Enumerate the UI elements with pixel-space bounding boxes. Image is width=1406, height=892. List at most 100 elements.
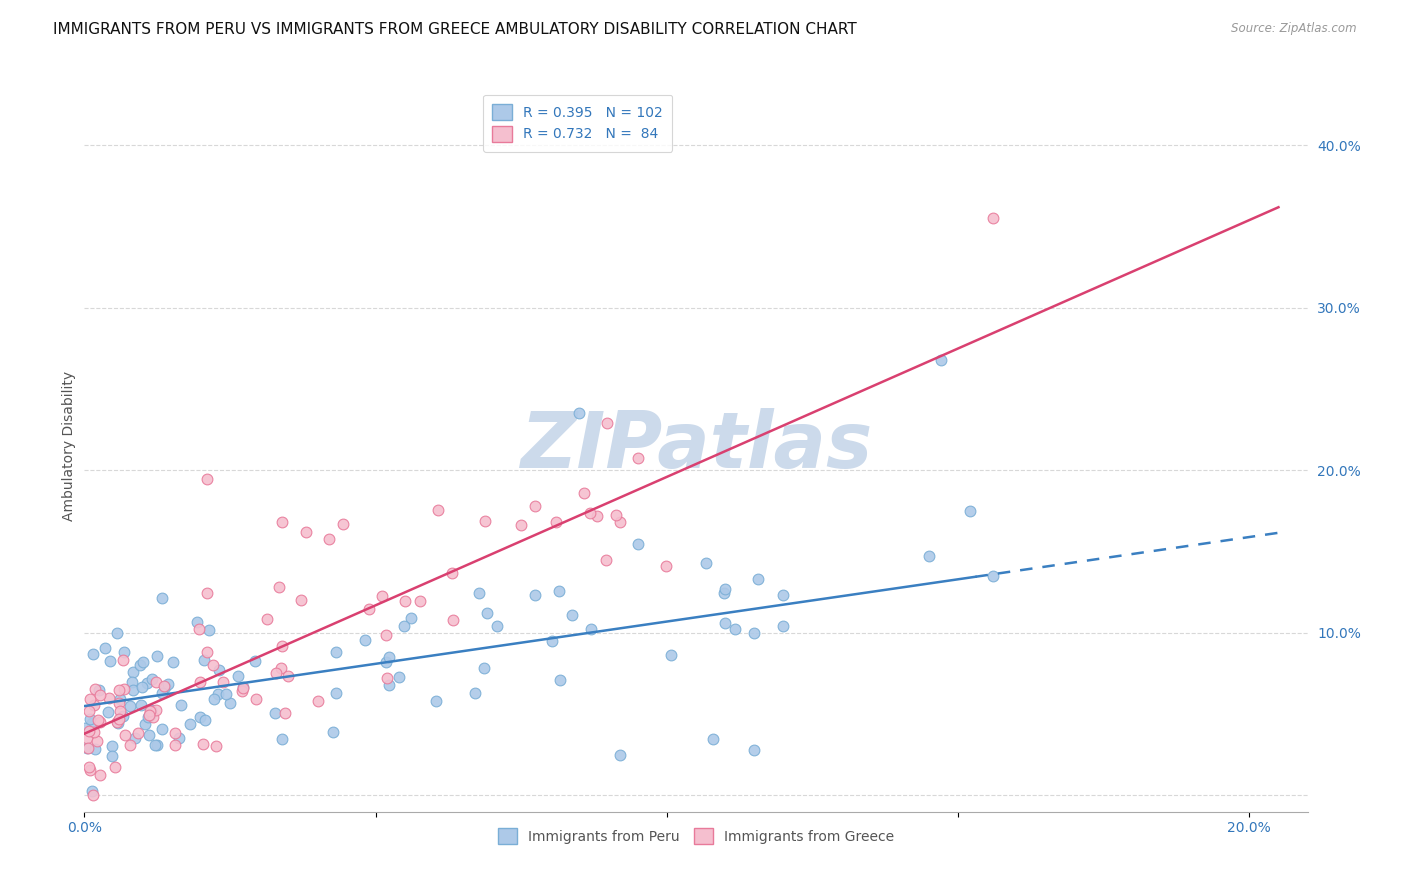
Point	[73, 721, 96, 735]
Point	[609, 516, 631, 530]
Point	[143, 738, 166, 752]
Point	[659, 648, 682, 662]
Point	[307, 694, 329, 708]
Point	[578, 506, 600, 520]
Point	[83, 724, 105, 739]
Point	[141, 703, 163, 717]
Point	[219, 697, 242, 711]
Point	[772, 589, 794, 603]
Text: IMMIGRANTS FROM PERU VS IMMIGRANTS FROM GREECE AMBULATORY DISABILITY CORRELATION: IMMIGRANTS FROM PERU VS IMMIGRANTS FROM …	[53, 22, 858, 37]
Point	[112, 709, 135, 723]
Point	[548, 673, 571, 688]
Point	[162, 655, 184, 669]
Point	[392, 618, 415, 632]
Point	[541, 634, 564, 648]
Point	[179, 717, 201, 731]
Point	[547, 584, 569, 599]
Text: Source: ZipAtlas.com: Source: ZipAtlas.com	[1232, 22, 1357, 36]
Point	[713, 586, 735, 600]
Point	[714, 582, 737, 596]
Point	[89, 688, 111, 702]
Point	[322, 724, 344, 739]
Point	[714, 615, 737, 630]
Point	[742, 743, 765, 757]
Point	[270, 660, 292, 674]
Point	[468, 586, 491, 600]
Point	[121, 674, 143, 689]
Point	[153, 679, 176, 693]
Point	[695, 556, 717, 570]
Point	[83, 698, 105, 713]
Point	[270, 639, 292, 653]
Point	[79, 691, 101, 706]
Point	[325, 686, 347, 700]
Y-axis label: Ambulatory Disability: Ambulatory Disability	[62, 371, 76, 521]
Point	[195, 645, 218, 659]
Point	[747, 572, 769, 586]
Point	[77, 705, 100, 719]
Point	[138, 707, 160, 722]
Point	[150, 686, 173, 700]
Point	[394, 594, 416, 608]
Point	[627, 450, 650, 465]
Point	[84, 682, 107, 697]
Point	[104, 760, 127, 774]
Point	[79, 763, 101, 777]
Point	[136, 676, 159, 690]
Point	[98, 654, 121, 668]
Point	[524, 499, 547, 513]
Point	[89, 683, 111, 698]
Point	[271, 516, 294, 530]
Point	[202, 691, 225, 706]
Point	[114, 728, 136, 742]
Point	[136, 710, 159, 724]
Point	[150, 722, 173, 736]
Point	[266, 666, 288, 681]
Point	[232, 681, 254, 695]
Point	[354, 633, 377, 648]
Point	[188, 675, 211, 690]
Point	[215, 687, 238, 701]
Point	[477, 606, 499, 620]
Point	[464, 685, 486, 699]
Point	[76, 731, 98, 745]
Point	[156, 677, 179, 691]
Point	[145, 675, 167, 690]
Point	[105, 625, 128, 640]
Point	[76, 740, 98, 755]
Point	[108, 691, 131, 706]
Point	[332, 516, 354, 531]
Point	[243, 654, 266, 668]
Point	[277, 669, 299, 683]
Point	[204, 739, 226, 754]
Point	[129, 657, 152, 672]
Point	[112, 653, 135, 667]
Point	[124, 731, 146, 746]
Point	[145, 702, 167, 716]
Point	[194, 713, 217, 727]
Point	[163, 738, 186, 752]
Point	[595, 553, 617, 567]
Point	[981, 569, 1004, 583]
Point	[388, 670, 411, 684]
Point	[546, 516, 568, 530]
Point	[165, 725, 187, 739]
Point	[141, 672, 163, 686]
Point	[399, 611, 422, 625]
Point	[510, 517, 533, 532]
Point	[139, 704, 162, 718]
Point	[212, 674, 235, 689]
Point	[146, 648, 169, 663]
Point	[198, 623, 221, 637]
Point	[77, 740, 100, 755]
Point	[375, 628, 398, 642]
Point	[474, 660, 496, 674]
Legend: Immigrants from Peru, Immigrants from Greece: Immigrants from Peru, Immigrants from Gr…	[489, 820, 903, 853]
Point	[131, 655, 153, 669]
Point	[97, 705, 120, 719]
Point	[724, 622, 747, 636]
Point	[378, 650, 401, 665]
Point	[371, 589, 394, 603]
Point	[264, 706, 287, 721]
Point	[108, 696, 131, 710]
